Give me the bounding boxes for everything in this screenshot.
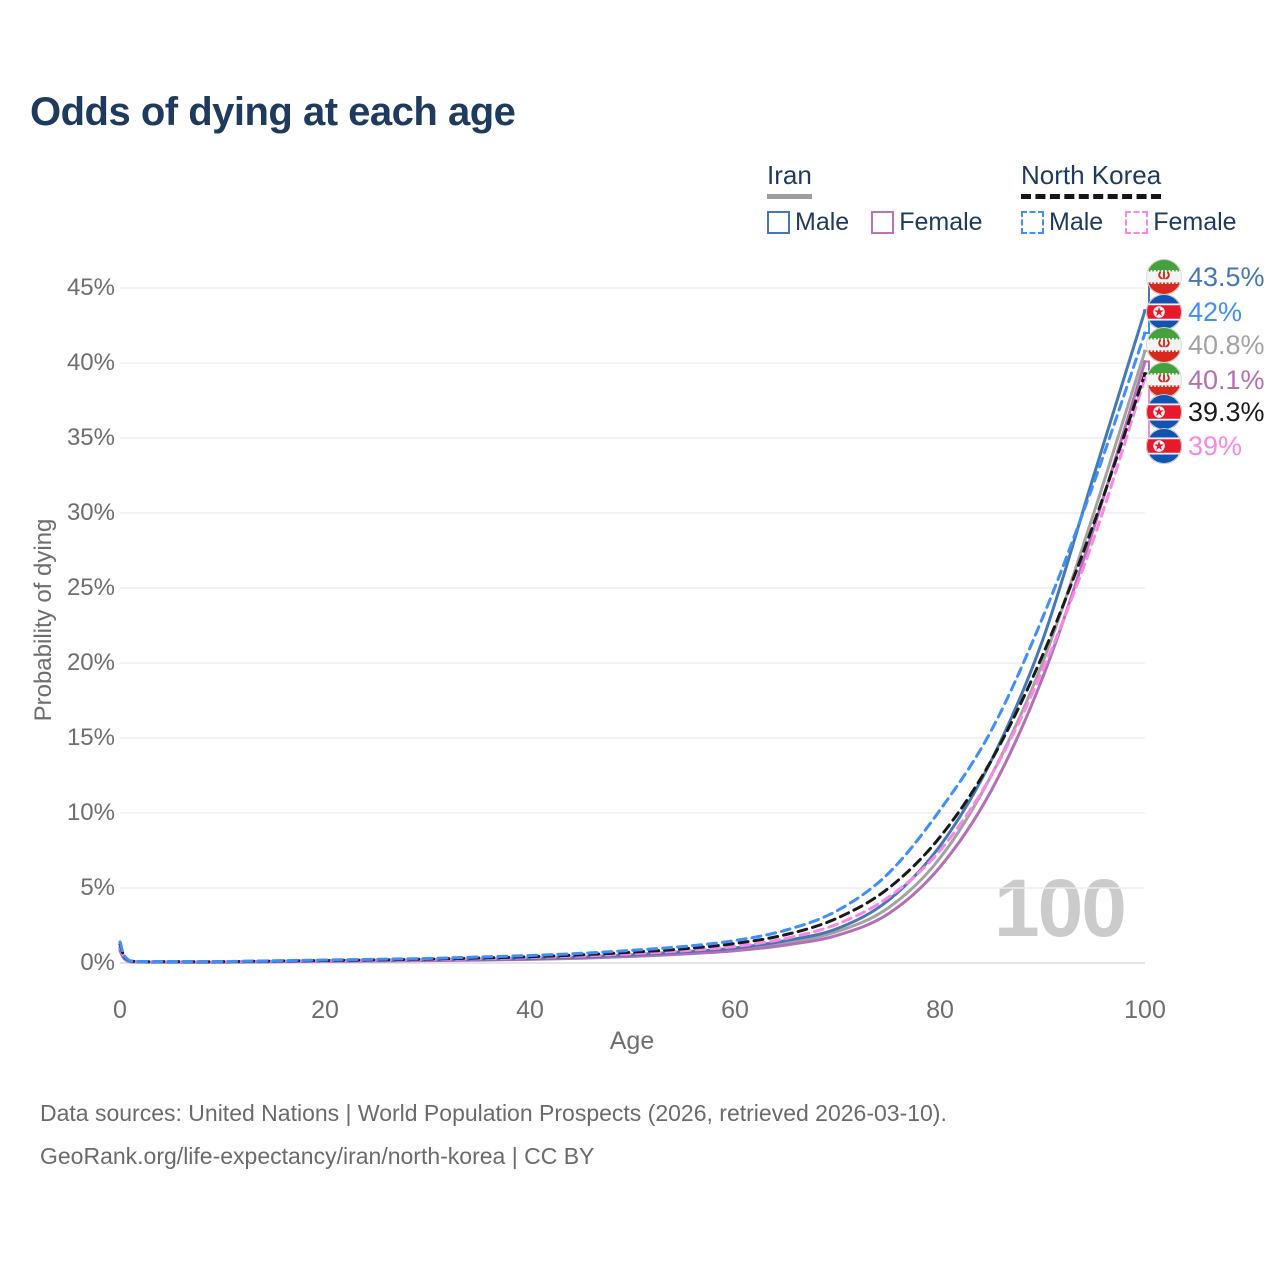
north-korea-flag-icon [1146,428,1182,464]
north-korea-flag-icon [1146,294,1182,330]
end-label-nk-female: 39% [1146,428,1242,464]
data-sources-text: Data sources: United Nations | World Pop… [40,1100,947,1126]
x-tick-label: 0 [113,996,127,1024]
attribution-text: GeoRank.org/life-expectancy/iran/north-k… [40,1143,595,1169]
x-axis-title: Age [609,1027,655,1055]
iran-female-swatch [871,211,895,234]
end-label-iran-female: 40.1% [1146,362,1265,398]
legend-group-iran: Iran Male Female [767,160,983,237]
series-line-nk-female[interactable] [118,376,1147,964]
y-tick-label: 35% [66,424,115,451]
y-tick-label: 0% [80,949,115,976]
y-tick-label: 25% [66,574,115,601]
iran-male-swatch [767,211,790,234]
legend-label: Male [1049,208,1104,236]
x-tick-label: 40 [516,996,544,1024]
end-label-nk-total: 39.3% [1146,394,1265,430]
end-value: 43.5% [1188,261,1265,292]
nk-male-swatch [1021,211,1044,234]
y-tick-label: 45% [66,274,115,301]
end-value: 39% [1188,430,1243,461]
y-tick-label: 10% [66,799,115,826]
end-value: 42% [1188,296,1243,327]
legend-label: Female [1153,208,1237,236]
series-line-iran-total[interactable] [118,349,1147,964]
legend-item-iran-female[interactable]: Female [871,208,983,237]
legend-group-north-korea: North Korea Male Female [1021,160,1237,237]
legend-label: Female [899,208,983,236]
end-value: 40.8% [1188,329,1265,360]
north-korea-flag-icon [1146,394,1182,430]
series-line-nk-total[interactable] [118,372,1147,964]
nk-female-swatch [1125,211,1149,234]
series-line-iran-female[interactable] [118,360,1147,964]
y-tick-label: 30% [66,499,115,526]
iran-flag-icon [1146,327,1182,363]
legend-title-iran[interactable]: Iran [767,160,812,199]
y-tick-label: 15% [66,724,115,751]
series-line-iran-male[interactable] [118,309,1147,964]
series-line-nk-male[interactable] [118,331,1147,964]
legend-item-nk-male[interactable]: Male [1021,208,1103,237]
iran-flag-icon [1146,259,1182,295]
x-tick-label: 80 [926,996,954,1024]
age-watermark: 100 [994,863,1127,954]
end-label-iran-total: 40.8% [1146,327,1265,363]
x-tick-label: 100 [1124,996,1166,1024]
gridlines [120,287,1145,964]
x-tick-label: 60 [721,996,749,1024]
legend-item-iran-male[interactable]: Male [767,208,849,237]
y-tick-label: 20% [66,649,115,676]
end-label-iran-male: 43.5% [1146,259,1265,295]
end-value: 39.3% [1188,396,1265,427]
x-tick-label: 20 [311,996,339,1024]
legend-item-nk-female[interactable]: Female [1125,208,1237,237]
end-value: 40.1% [1188,364,1265,395]
legend-title-north-korea[interactable]: North Korea [1021,160,1162,199]
series-lines [118,309,1147,964]
legend-label: Male [795,208,850,236]
y-tick-label: 40% [66,349,115,376]
page-title: Odds of dying at each age [30,90,516,134]
end-label-nk-male: 42% [1146,294,1242,330]
y-tick-label: 5% [80,874,115,901]
iran-flag-icon [1146,362,1182,398]
